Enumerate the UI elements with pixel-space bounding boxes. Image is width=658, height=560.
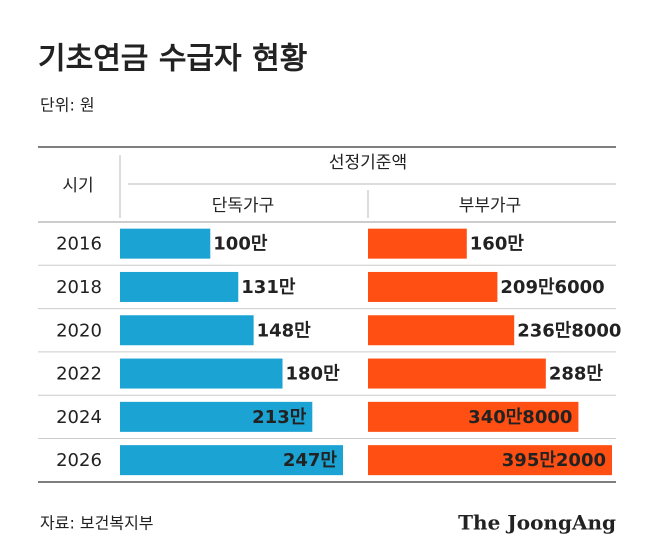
bar (368, 401, 579, 432)
category-label: 2016 (56, 234, 102, 255)
bar (368, 358, 546, 389)
value-label: 213만 (252, 407, 307, 428)
category-label: 2022 (56, 364, 102, 385)
category-label: 2024 (56, 407, 102, 428)
value-label: 236만8000 (517, 320, 621, 341)
bar (368, 445, 612, 476)
value-label: 100만 (213, 234, 268, 255)
category-label: 2026 (56, 450, 102, 471)
brand: The JoongAng (458, 511, 616, 535)
unit-note: 단위: 원 (40, 96, 95, 115)
bar (120, 271, 239, 302)
group-header: 선정기준액 (329, 153, 407, 173)
bar (120, 228, 211, 259)
category-header: 시기 (62, 176, 93, 196)
value-label: 131만 (241, 277, 296, 298)
category-label: 2020 (56, 320, 102, 341)
value-label: 180만 (286, 364, 341, 385)
bar (120, 315, 254, 346)
source: 자료: 보건복지부 (40, 514, 154, 533)
bar (120, 401, 313, 432)
value-label: 209만6000 (500, 277, 604, 298)
bar (368, 315, 515, 346)
legend-header: 부부가구 (459, 196, 522, 216)
category-label: 2018 (56, 277, 102, 298)
value-label: 340만8000 (468, 407, 572, 428)
value-label: 395만2000 (502, 450, 606, 471)
chart-title: 기초연금 수급자 현황 (38, 42, 307, 77)
legend-header: 단독가구 (212, 196, 275, 216)
bar (368, 228, 467, 259)
value-label: 288만 (549, 364, 604, 385)
bar (120, 358, 283, 389)
value-label: 160만 (470, 234, 525, 255)
value-label: 148만 (257, 320, 312, 341)
bar (120, 445, 343, 476)
bar (368, 271, 498, 302)
value-label: 247만 (283, 450, 338, 471)
